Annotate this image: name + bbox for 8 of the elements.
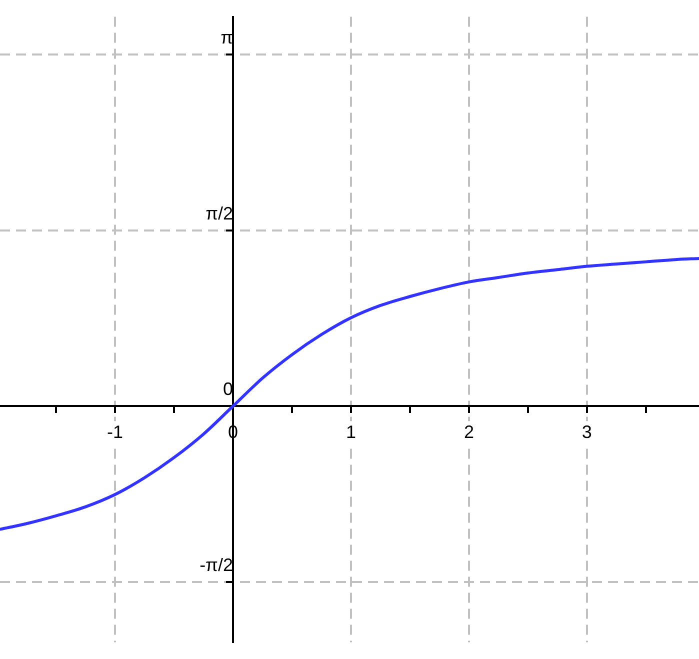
- y-tick-label: π: [220, 28, 233, 48]
- y-tick-label: -π/2: [200, 554, 233, 575]
- x-tick-label: -1: [107, 422, 124, 442]
- x-tick-label: 2: [464, 422, 474, 442]
- x-tick-label: 1: [346, 422, 356, 442]
- y-tick-label: π/2: [206, 203, 233, 224]
- y-tick-label: 0: [222, 379, 233, 400]
- x-tick-label: 3: [582, 422, 592, 442]
